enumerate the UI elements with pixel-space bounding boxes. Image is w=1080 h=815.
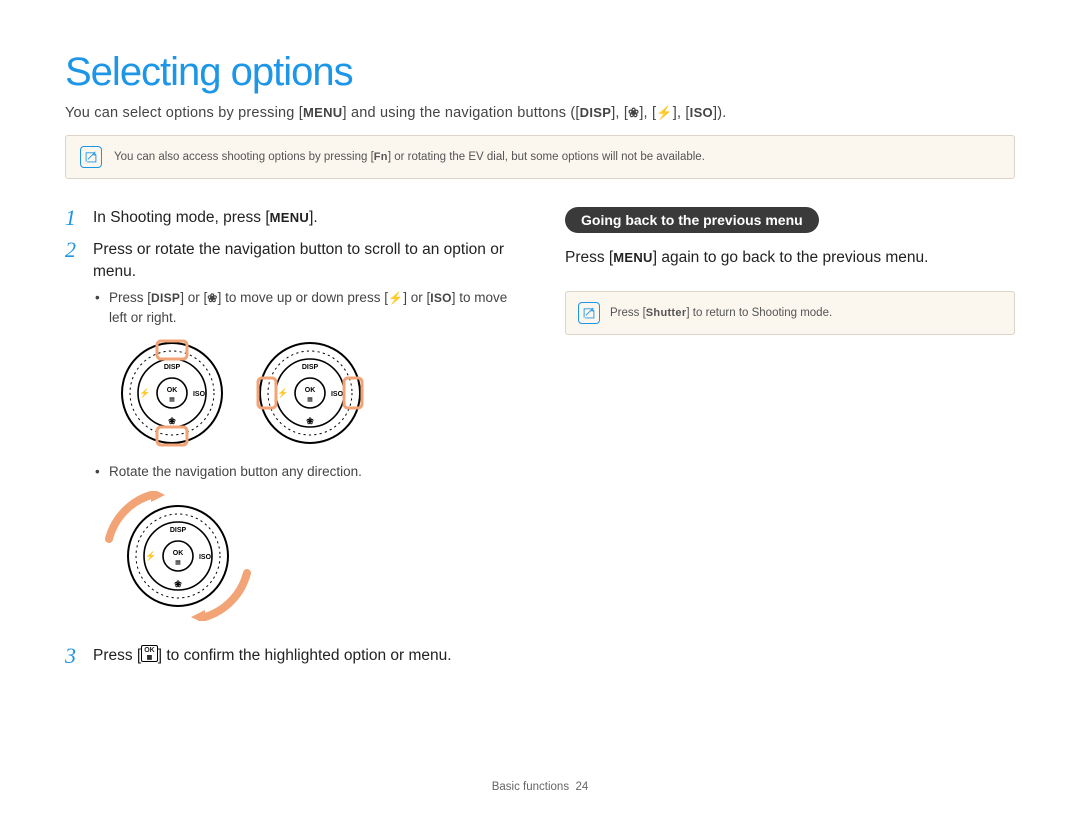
step-number: 1 [65, 207, 81, 229]
svg-text:▦: ▦ [307, 397, 313, 403]
intro-seg: ], [ [673, 105, 690, 121]
note-icon [578, 302, 600, 324]
content-columns: 1 In Shooting mode, press [MENU]. 2 Pres… [65, 207, 1015, 677]
disp-label: DISP [580, 105, 612, 120]
sub-seg: ] or [ [403, 290, 430, 305]
svg-text:DISP: DISP [164, 364, 181, 371]
step-seg: ] to confirm the highlighted option or m… [158, 647, 452, 664]
svg-text:⚡: ⚡ [145, 550, 156, 562]
right-body-text: Press [MENU] again to go back to the pre… [565, 247, 1015, 269]
footer-page: 24 [575, 781, 588, 793]
flash-icon: ⚡ [388, 291, 403, 305]
step-body: Press or rotate the navigation button to… [93, 239, 515, 635]
step-sublist: Press [DISP] or [❀] to move up or down p… [93, 288, 515, 327]
ok-top: OK [144, 647, 155, 654]
ok-bottom: ▦ [147, 655, 153, 661]
disp-label: DISP [151, 291, 180, 305]
svg-text:ISO: ISO [331, 391, 344, 398]
intro-seg: ], [ [639, 105, 656, 121]
svg-text:OK: OK [305, 387, 316, 394]
sub-item: Press [DISP] or [❀] to move up or down p… [93, 288, 515, 327]
dial-row-rotate: DISP ISO ⚡ ❀ OK ▦ [103, 491, 515, 621]
svg-text:▦: ▦ [175, 560, 181, 566]
svg-text:❀: ❀ [168, 416, 176, 426]
step-2: 2 Press or rotate the navigation button … [65, 239, 515, 635]
step-number: 3 [65, 645, 81, 667]
svg-text:DISP: DISP [302, 364, 319, 371]
iso-label: ISO [430, 291, 452, 305]
footer-section: Basic functions [492, 781, 569, 793]
step-seg: Press or rotate the navigation button to… [93, 241, 504, 280]
note-seg: ] or rotating the EV dial, but some opti… [388, 151, 705, 163]
note-icon [80, 146, 102, 168]
flash-icon: ⚡ [656, 105, 673, 120]
svg-text:DISP: DISP [170, 527, 187, 534]
intro-seg: ], [ [611, 105, 628, 121]
menu-label: MENU [270, 210, 309, 225]
step-body: Press [OK▦] to confirm the highlighted o… [93, 645, 515, 667]
sub-item: Rotate the navigation button any directi… [93, 462, 515, 482]
right-seg: ] again to go back to the previous menu. [653, 249, 929, 266]
svg-text:▦: ▦ [169, 397, 175, 403]
step-number: 2 [65, 239, 81, 635]
sub-seg: Press [ [109, 290, 151, 305]
svg-text:OK: OK [173, 550, 184, 557]
menu-label: MENU [303, 105, 342, 120]
step-seg: ]. [309, 209, 318, 226]
menu-label: MENU [613, 250, 652, 265]
iso-label: ISO [690, 105, 713, 120]
note-seg: You can also access shooting options by … [114, 151, 374, 163]
page-title: Selecting options [65, 50, 1015, 95]
svg-text:OK: OK [167, 387, 178, 394]
ok-icon: OK▦ [141, 645, 158, 662]
note-box-top: You can also access shooting options by … [65, 135, 1015, 179]
flower-icon: ❀ [628, 105, 639, 120]
right-column: Going back to the previous menu Press [M… [565, 207, 1015, 677]
svg-text:⚡: ⚡ [277, 387, 288, 399]
left-column: 1 In Shooting mode, press [MENU]. 2 Pres… [65, 207, 515, 677]
page-footer: Basic functions 24 [0, 781, 1080, 793]
flower-icon: ❀ [207, 291, 217, 305]
step-sublist-2: Rotate the navigation button any directi… [93, 462, 515, 482]
note-seg: ] to return to Shooting mode. [686, 307, 832, 319]
nav-dial-horizontal: DISP ISO ⚡ ❀ OK ▦ [255, 338, 365, 448]
shutter-label: Shutter [646, 307, 687, 319]
svg-text:⚡: ⚡ [139, 387, 150, 399]
svg-text:ISO: ISO [199, 554, 212, 561]
note-text: Press [Shutter] to return to Shooting mo… [610, 307, 832, 319]
step-1: 1 In Shooting mode, press [MENU]. [65, 207, 515, 229]
sub-seg: ] or [ [180, 290, 207, 305]
svg-text:ISO: ISO [193, 391, 206, 398]
sub-seg: ] to move up or down press [ [218, 290, 388, 305]
sub-heading-pill: Going back to the previous menu [565, 207, 819, 233]
nav-dial-vertical: DISP ISO ⚡ ❀ OK ▦ [117, 338, 227, 448]
intro-text: You can select options by pressing [MENU… [65, 105, 1015, 121]
dial-row-updown: DISP ISO ⚡ ❀ OK ▦ [117, 338, 515, 448]
step-seg: In Shooting mode, press [ [93, 209, 270, 226]
intro-seg: ]). [713, 105, 727, 121]
note-box-right: Press [Shutter] to return to Shooting mo… [565, 291, 1015, 335]
fn-label: Fn [374, 151, 388, 163]
step-seg: Press [ [93, 647, 141, 664]
note-text: You can also access shooting options by … [114, 151, 705, 163]
svg-text:❀: ❀ [306, 416, 314, 426]
intro-seg: ] and using the navigation buttons ([ [343, 105, 580, 121]
right-seg: Press [ [565, 249, 613, 266]
note-seg: Press [ [610, 307, 646, 319]
nav-dial-rotate: DISP ISO ⚡ ❀ OK ▦ [103, 491, 253, 621]
step-body: In Shooting mode, press [MENU]. [93, 207, 515, 229]
step-3: 3 Press [OK▦] to confirm the highlighted… [65, 645, 515, 667]
svg-text:❀: ❀ [174, 579, 182, 589]
intro-seg: You can select options by pressing [ [65, 105, 303, 121]
